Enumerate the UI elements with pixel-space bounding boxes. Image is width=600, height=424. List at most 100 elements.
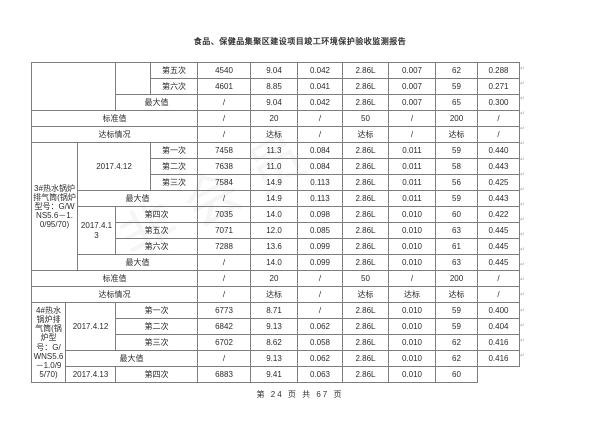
cell-value: /: [197, 350, 251, 367]
cell-sample-label: 第三次: [150, 174, 198, 191]
cell-value: 达标: [250, 286, 298, 303]
cell-value: 50: [342, 270, 389, 287]
cell-value: 0.062: [297, 350, 343, 367]
cell-value: 0.445: [477, 222, 520, 239]
cell-value: 2.86L: [342, 238, 389, 255]
cell-value: 2.86L: [342, 94, 389, 111]
cell-value: 0.300: [477, 94, 520, 111]
cell-value: 0.443: [477, 190, 520, 207]
cell-value: 0.416: [477, 334, 520, 351]
cell-sample-label: 第六次: [150, 78, 198, 95]
cell-value: 2.86L: [342, 142, 389, 159]
cell-value: 0.058: [297, 334, 343, 351]
cell-value: /: [197, 110, 251, 127]
cell-value: 0.416: [477, 350, 520, 367]
empty-cell: [31, 62, 116, 111]
cell-value: 0.062: [297, 318, 343, 335]
cell-value: 2.86L: [342, 78, 389, 95]
empty-cell: [115, 62, 151, 95]
table-row: 标准值 / 20 / 50 / 200 /: [31, 270, 520, 287]
cell-value: 达标: [250, 126, 298, 143]
cell-value: 0.113: [297, 174, 343, 191]
table-row: 达标情况 / 达标 / 达标 达标 达标 /: [31, 286, 520, 303]
cell-value: 9.41: [250, 366, 298, 383]
cell-value: 0.011: [388, 174, 436, 191]
monitoring-data-table: 第五次 4540 9.04 0.042 2.86L 0.007 62 0.288…: [31, 62, 520, 383]
cell-sample-label: 第三次: [115, 334, 198, 351]
cell-value: 60: [435, 366, 478, 383]
cell-value: 63: [435, 222, 478, 239]
cell-value: 62: [435, 334, 478, 351]
cell-value: 7584: [197, 174, 251, 191]
cell-value: 0.007: [388, 94, 436, 111]
cell-value: 0.084: [297, 158, 343, 175]
cell-sample-label: 第二次: [115, 318, 198, 335]
cell-value: 7035: [197, 206, 251, 223]
cell-value: 0.011: [388, 142, 436, 159]
cell-value: 50: [342, 110, 389, 127]
cell-value: 0.400: [477, 302, 520, 319]
cell-value: 2.86L: [342, 334, 389, 351]
cell-value: 4540: [197, 62, 251, 79]
cell-date: 2017.4.12: [77, 142, 151, 191]
cell-value: /: [197, 286, 251, 303]
table-row: 标准值 / 20 / 50 / 200 /: [31, 110, 520, 127]
cell-row-label: 最大值: [65, 350, 198, 367]
cell-value: 0.063: [297, 366, 343, 383]
cell-value: 200: [435, 270, 478, 287]
cell-value: 0.010: [388, 350, 436, 367]
table-row: 3#热水锅炉排气筒(锅炉型号：G/WNS5.6－1.0/95/70) 2017.…: [31, 142, 520, 271]
cell-section-label: 3#热水锅炉排气筒(锅炉型号：G/WNS5.6－1.0/95/70): [31, 142, 78, 271]
cell-value: 0.425: [477, 174, 520, 191]
cell-row-label: 达标情况: [31, 126, 198, 143]
cell-row-label: 最大值: [115, 94, 198, 111]
cell-value: 0.041: [297, 78, 343, 95]
cell-value: 0.099: [297, 254, 343, 271]
cell-value: 14.9: [250, 190, 298, 207]
cell-value: 0.010: [388, 366, 436, 383]
cell-value: 0.288: [477, 62, 520, 79]
cell-value: 0.010: [388, 238, 436, 255]
cell-value: 2.86L: [342, 158, 389, 175]
cell-value: /: [477, 270, 520, 287]
cell-value: 2.86L: [342, 366, 389, 383]
cell-value: 7458: [197, 142, 251, 159]
cell-value: /: [297, 126, 343, 143]
cell-value: 59: [435, 142, 478, 159]
cell-value: 0.007: [388, 62, 436, 79]
cell-value: 0.085: [297, 222, 343, 239]
cell-value: 20: [250, 110, 298, 127]
cell-value: 62: [435, 62, 478, 79]
table-row: 达标情况 / 达标 / 达标 / 达标 /: [31, 126, 520, 143]
cell-row-label: 标准值: [31, 110, 198, 127]
cell-row-label: 达标情况: [31, 286, 198, 303]
table-row: 第五次 4540 9.04 0.042 2.86L 0.007 62 0.288: [31, 62, 520, 111]
cell-value: 6702: [197, 334, 251, 351]
cell-value: 2.86L: [342, 62, 389, 79]
cell-value: 4601: [197, 78, 251, 95]
cell-value: 0.042: [297, 62, 343, 79]
cell-sample-label: 第五次: [115, 222, 198, 239]
cell-value: 2.86L: [342, 222, 389, 239]
table-row: 2017.4.13 第四次 7035 14.0 0.098 2.86L 0.01…: [32, 206, 520, 255]
cell-value: 2.86L: [342, 302, 389, 319]
cell-value: 63: [435, 254, 478, 271]
cell-value: 0.010: [388, 206, 436, 223]
cell-value: 65: [435, 94, 478, 111]
cell-value: 0.404: [477, 318, 520, 335]
cell-value: 0.445: [477, 238, 520, 255]
cell-value: 0.098: [297, 206, 343, 223]
cell-value: 59: [435, 318, 478, 335]
cell-value: 13.6: [250, 238, 298, 255]
cell-value: /: [297, 286, 343, 303]
cell-value: 2.86L: [342, 206, 389, 223]
cell-section-label: 4#热水锅炉排气筒(锅炉型号：G/WNS5.6－1.0/95/70): [31, 302, 66, 383]
cell-value: 56: [435, 174, 478, 191]
cell-sample-label: 第四次: [115, 206, 198, 223]
cell-value: /: [297, 270, 343, 287]
cell-value: 6842: [197, 318, 251, 335]
cell-date: 2017.4.12: [65, 302, 116, 351]
cell-value: 6773: [197, 302, 251, 319]
cell-value: 59: [435, 190, 478, 207]
cell-sample-label: 第一次: [115, 302, 198, 319]
